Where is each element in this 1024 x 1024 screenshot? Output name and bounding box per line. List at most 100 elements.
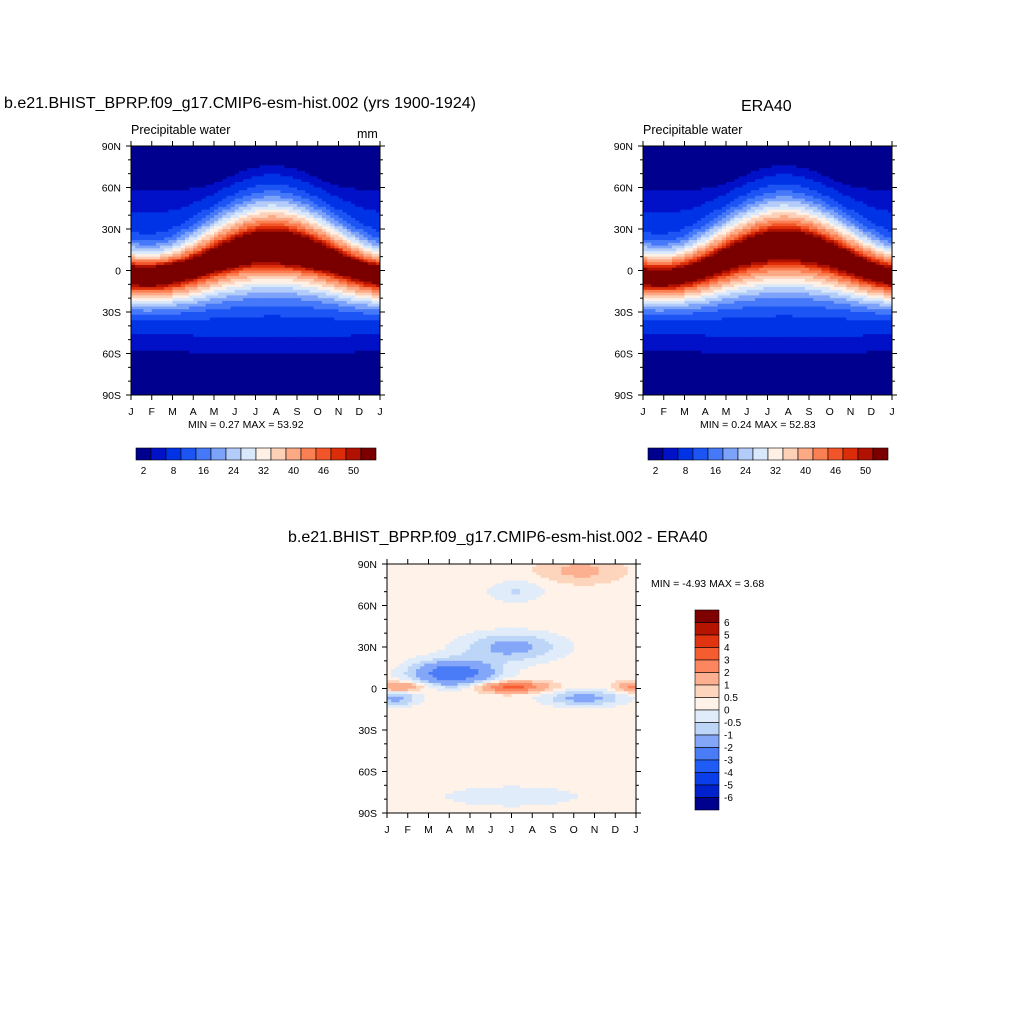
- heatmap-cell: [342, 242, 348, 247]
- heatmap-cell: [371, 367, 377, 371]
- heatmap-cell: [222, 201, 228, 205]
- heatmap-cell: [297, 334, 302, 338]
- heatmap-cell: [375, 309, 380, 313]
- heatmap-cell: [230, 298, 236, 302]
- heatmap-cell: [375, 350, 380, 355]
- heatmap-cell: [305, 242, 311, 247]
- heatmap-cell: [313, 267, 319, 272]
- heatmap-cell: [168, 209, 174, 213]
- heatmap-cell: [251, 356, 257, 360]
- heatmap-cell: [367, 278, 373, 283]
- heatmap-cell: [363, 312, 369, 316]
- heatmap-cell: [201, 278, 207, 283]
- heatmap-cell: [305, 212, 311, 216]
- heatmap-cell: [251, 256, 257, 261]
- heatmap-cell: [342, 231, 348, 236]
- heatmap-cell: [139, 220, 145, 225]
- heatmap-cell: [176, 347, 182, 352]
- heatmap-cell: [160, 212, 165, 216]
- heatmap-cell: [288, 276, 294, 280]
- heatmap-cell: [243, 195, 248, 200]
- heatmap-cell: [214, 342, 219, 346]
- heatmap-cell: [371, 176, 377, 180]
- heatmap-cell: [272, 336, 277, 341]
- heatmap-cell: [367, 148, 373, 153]
- heatmap-cell: [326, 270, 331, 274]
- heatmap-cell: [371, 209, 377, 213]
- heatmap-cell: [238, 306, 244, 310]
- heatmap-cell: [255, 347, 261, 352]
- heatmap-cell: [272, 295, 277, 299]
- heatmap-cell: [247, 342, 252, 346]
- heatmap-cell: [355, 193, 360, 197]
- heatmap-cell: [359, 312, 364, 316]
- heatmap-cell: [309, 339, 315, 344]
- heatmap-cell: [143, 226, 149, 230]
- heatmap-cell: [272, 287, 277, 291]
- heatmap-cell: [209, 359, 215, 363]
- heatmap-cell: [338, 217, 344, 222]
- heatmap-cell: [259, 195, 265, 200]
- heatmap-cell: [209, 262, 215, 266]
- heatmap-cell: [350, 298, 356, 302]
- heatmap-cell: [222, 298, 228, 302]
- heatmap-cell: [218, 345, 223, 349]
- heatmap-cell: [267, 240, 273, 244]
- heatmap-cell: [147, 248, 153, 252]
- heatmap-cell: [276, 278, 281, 283]
- heatmap-cell: [267, 226, 273, 230]
- heatmap-cell: [155, 278, 161, 283]
- heatmap-cell: [247, 198, 252, 202]
- heatmap-cell: [218, 226, 223, 230]
- heatmap-cell: [330, 242, 335, 247]
- heatmap-cell: [135, 281, 140, 285]
- heatmap-cell: [172, 295, 178, 299]
- heatmap-cell: [338, 187, 344, 191]
- heatmap-cell: [375, 306, 380, 310]
- heatmap-cell: [160, 229, 165, 233]
- heatmap-cell: [197, 372, 203, 377]
- heatmap-cell: [321, 303, 327, 308]
- heatmap-cell: [367, 201, 373, 205]
- heatmap-cell: [367, 245, 373, 249]
- heatmap-cell: [147, 359, 153, 363]
- heatmap-cell: [218, 267, 223, 272]
- heatmap-cell: [309, 309, 315, 313]
- heatmap-cell: [189, 157, 194, 161]
- heatmap-cell: [338, 198, 344, 202]
- heatmap-cell: [234, 206, 240, 211]
- heatmap-cell: [218, 184, 223, 189]
- heatmap-cell: [313, 370, 319, 374]
- heatmap-cell: [193, 323, 198, 327]
- heatmap-cell: [330, 245, 335, 249]
- heatmap-cell: [297, 204, 302, 208]
- heatmap-cell: [201, 176, 207, 180]
- heatmap-cell: [176, 204, 182, 208]
- heatmap-cell: [367, 292, 373, 296]
- heatmap-cell: [334, 148, 340, 153]
- heatmap-cell: [172, 342, 178, 346]
- heatmap-cell: [309, 209, 315, 213]
- heatmap-cell: [180, 303, 186, 308]
- heatmap-cell: [222, 372, 228, 377]
- heatmap-cell: [321, 356, 327, 360]
- heatmap-cell: [155, 328, 161, 332]
- heatmap-cell: [313, 292, 319, 296]
- heatmap-cell: [230, 217, 236, 222]
- heatmap-cell: [297, 179, 302, 183]
- heatmap-cell: [346, 325, 352, 330]
- heatmap-cell: [209, 170, 215, 175]
- heatmap-cell: [355, 320, 360, 324]
- heatmap-cell: [255, 193, 261, 197]
- heatmap-cell: [147, 287, 153, 291]
- heatmap-cell: [135, 359, 140, 363]
- heatmap-cell: [334, 248, 340, 252]
- heatmap-cell: [338, 317, 344, 321]
- heatmap-cell: [214, 206, 219, 211]
- heatmap-cell: [205, 198, 211, 202]
- heatmap-cell: [214, 306, 219, 310]
- heatmap-cell: [363, 259, 369, 263]
- heatmap-cell: [330, 278, 335, 283]
- heatmap-cell: [143, 334, 149, 338]
- heatmap-cell: [326, 146, 331, 150]
